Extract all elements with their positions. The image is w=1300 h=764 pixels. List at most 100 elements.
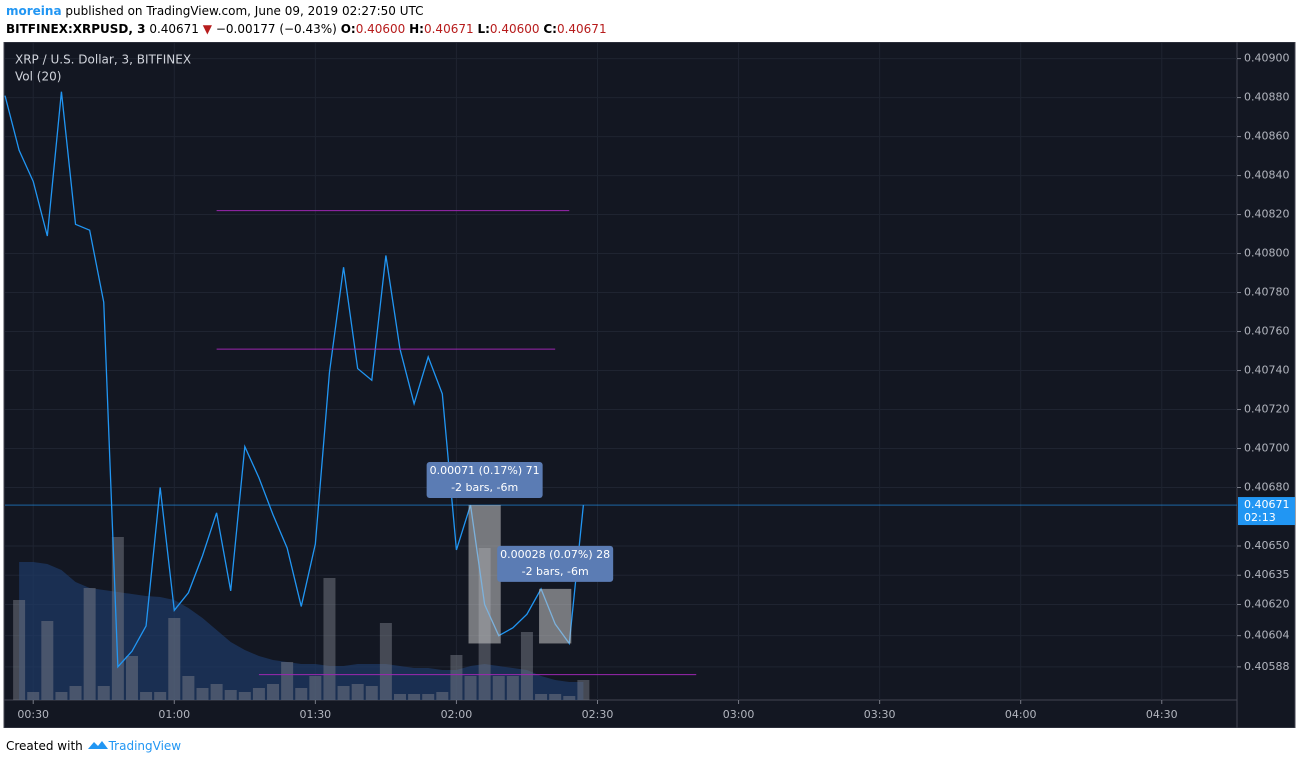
y-tick-label: 0.40840 xyxy=(1244,169,1290,182)
x-tick-label: 04:30 xyxy=(1146,708,1178,721)
volume-bar xyxy=(464,676,477,700)
o: 0.40600 xyxy=(355,22,406,36)
y-tick-label: 0.40880 xyxy=(1244,91,1290,104)
symbol: BITFINEX:XRPUSD, 3 xyxy=(6,22,146,36)
volume-bar xyxy=(436,692,449,700)
volume-bar xyxy=(492,676,505,700)
volume-bar xyxy=(13,600,26,700)
y-tick-label: 0.40700 xyxy=(1244,442,1290,455)
x-tick-label: 01:00 xyxy=(158,708,190,721)
ohlc-line: BITFINEX:XRPUSD, 3 0.40671 ▼ −0.00177 (−… xyxy=(6,22,607,36)
volume-bar xyxy=(309,676,322,700)
c: 0.40671 xyxy=(556,22,607,36)
volume-bar xyxy=(252,688,265,700)
x-tick-label: 04:00 xyxy=(1005,708,1037,721)
y-tick-label: 0.40760 xyxy=(1244,325,1290,338)
volume-bar xyxy=(408,694,421,700)
publish-line: moreina published on TradingView.com, Ju… xyxy=(6,4,424,18)
volume-bar xyxy=(323,578,336,700)
volume-bar xyxy=(97,686,110,700)
x-tick-label: 03:00 xyxy=(723,708,755,721)
volume-bar xyxy=(154,692,167,700)
volume-bar xyxy=(422,694,435,700)
y-tick-label: 0.40740 xyxy=(1244,364,1290,377)
o-label: O: xyxy=(340,22,356,36)
last: 0.40671 xyxy=(149,22,199,36)
volume-bar xyxy=(393,694,406,700)
c-label: C: xyxy=(543,22,557,36)
volume-bar xyxy=(210,684,223,700)
volume-bar xyxy=(379,623,392,700)
y-tick-label: 0.40720 xyxy=(1244,403,1290,416)
volume-bar xyxy=(535,694,548,700)
y-tick-label: 0.40588 xyxy=(1244,660,1290,673)
y-tick-label: 0.40680 xyxy=(1244,480,1290,493)
volume-bar xyxy=(563,696,576,700)
volume-bar xyxy=(238,692,251,700)
volume-bar xyxy=(549,694,562,700)
user[interactable]: moreina xyxy=(6,4,62,18)
volume-bar xyxy=(295,688,308,700)
arrow: ▼ xyxy=(202,22,212,36)
volume-bar xyxy=(337,686,350,700)
volume-bar xyxy=(27,692,40,700)
volume-bar xyxy=(69,686,82,700)
y-tick-label: 0.40650 xyxy=(1244,539,1290,552)
volume-bar xyxy=(577,680,590,700)
l-label: L: xyxy=(477,22,490,36)
volume-bar xyxy=(196,688,209,700)
measure-label: 0.00071 (0.17%) 71 xyxy=(430,464,540,477)
volume-bar xyxy=(267,684,280,700)
volume-bar xyxy=(365,686,378,700)
created: Created with xyxy=(6,739,83,753)
volume-bar xyxy=(281,662,294,700)
y-tick-label: 0.40860 xyxy=(1244,130,1290,143)
measure-sublabel: -2 bars, -6m xyxy=(451,481,518,494)
volume-bar xyxy=(506,676,519,700)
chart: 0.40900 0.40880 0.40860 0.40840 0.40820 0.408… xyxy=(3,42,1296,728)
measure-box xyxy=(468,505,501,644)
measure-tooltip xyxy=(497,545,614,582)
measure-sublabel: -2 bars, -6m xyxy=(522,565,589,578)
volume-bar xyxy=(224,690,237,700)
volume-bar xyxy=(520,632,533,700)
x-tick-label: 02:30 xyxy=(582,708,614,721)
y-tick-label: 0.40900 xyxy=(1244,52,1290,65)
volume-bar xyxy=(55,692,68,700)
measure-box xyxy=(539,588,572,644)
logo xyxy=(87,741,108,749)
chart-bg xyxy=(3,42,1296,728)
y-tick-label: 0.40635 xyxy=(1244,568,1290,581)
volume-bar xyxy=(168,618,181,700)
x-tick-label: 03:30 xyxy=(864,708,896,721)
h: 0.40671 xyxy=(423,22,474,36)
y-tick-label: 0.40800 xyxy=(1244,247,1290,260)
volume-bar xyxy=(450,655,463,700)
volume-bar xyxy=(140,692,153,700)
published: published on TradingView.com, June 09, 2… xyxy=(65,4,424,18)
y-tick-label: 0.40604 xyxy=(1244,629,1290,642)
symbol-legend: XRP / U.S. Dollar, 3, BITFINEX xyxy=(15,53,191,67)
price-tag: 0.40671 xyxy=(1244,498,1290,511)
h-label: H: xyxy=(409,22,424,36)
volume-bar xyxy=(41,621,54,700)
price-tag-bg xyxy=(1238,497,1295,526)
volume-bar xyxy=(182,676,195,700)
volume-legend: Vol (20) xyxy=(15,70,61,84)
y-tick-label: 0.40780 xyxy=(1244,286,1290,299)
volume-bar xyxy=(125,656,138,700)
l: 0.40600 xyxy=(489,22,540,36)
y-tick-label: 0.40620 xyxy=(1244,597,1290,610)
brand[interactable]: TradingView xyxy=(108,739,182,753)
y-tick-label: 0.40820 xyxy=(1244,208,1290,221)
x-tick-label: 02:00 xyxy=(441,708,473,721)
volume-bar xyxy=(83,588,96,700)
countdown: 02:13 xyxy=(1244,511,1276,524)
change: −0.00177 (−0.43%) xyxy=(215,22,337,36)
footer: Created with TradingView xyxy=(6,739,181,753)
x-tick-label: 00:30 xyxy=(17,708,49,721)
volume-ma xyxy=(19,562,584,700)
measure-tooltip xyxy=(426,462,543,499)
x-tick-label: 01:30 xyxy=(299,708,331,721)
